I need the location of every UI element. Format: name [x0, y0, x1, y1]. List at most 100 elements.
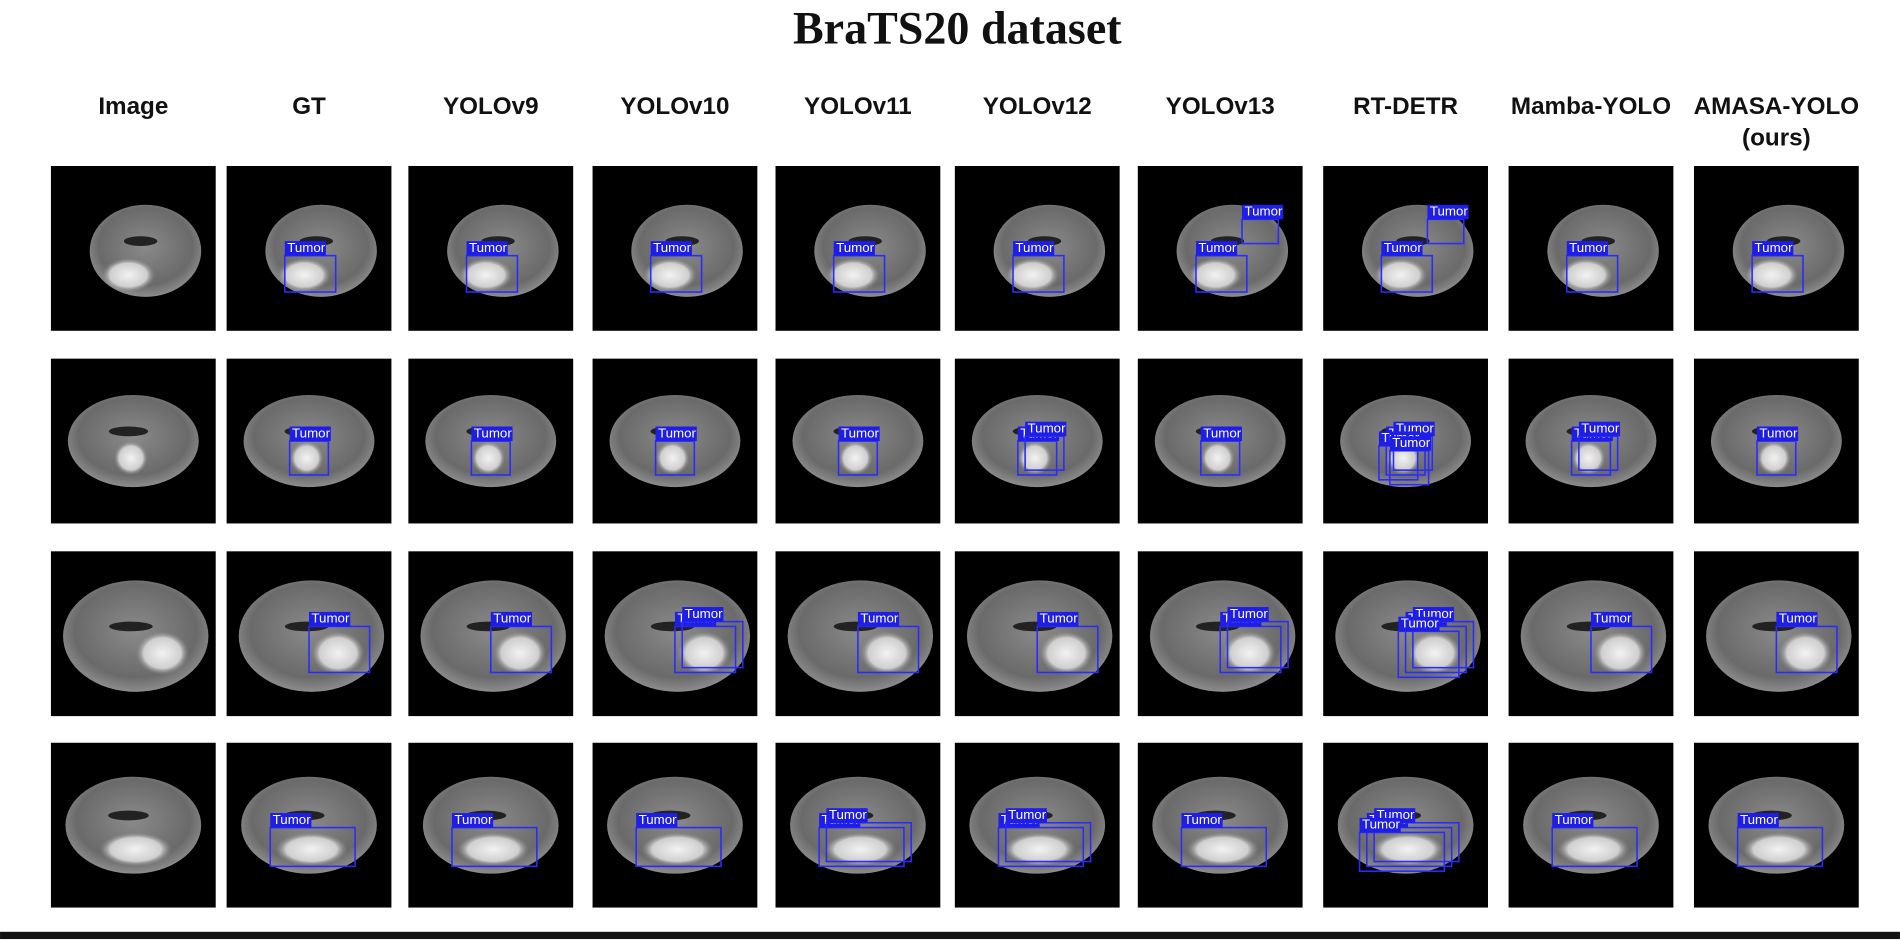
image-cell: Tumor [1693, 358, 1859, 524]
tumor-region [113, 441, 148, 475]
image-cell: Tumor [1137, 742, 1303, 908]
brain [1149, 580, 1296, 692]
image-cell [50, 166, 216, 331]
image-cell: Tumor [1508, 742, 1674, 908]
tumor-region [471, 441, 506, 475]
detection-tag [826, 808, 868, 823]
detection-tag [1427, 204, 1469, 220]
tumor-region [1039, 631, 1093, 675]
tumor-region [1778, 631, 1833, 675]
tumor-region [1408, 631, 1462, 675]
image-cell: Tumor [954, 551, 1120, 717]
detection-label: Tumor [1015, 240, 1054, 255]
detection-box [269, 826, 356, 868]
detection-tag [1227, 607, 1269, 622]
ventricle [108, 810, 149, 821]
image-cell [50, 742, 216, 908]
tumor-region [838, 441, 873, 475]
detection-box [635, 826, 722, 868]
detection-label: Tumor [287, 240, 326, 255]
detection-label: Tumor [841, 425, 880, 440]
column-header: RT-DETR [1353, 93, 1458, 120]
tumor-region [826, 258, 880, 293]
image-cell: Tumor [1693, 166, 1859, 331]
detection-tag [655, 426, 697, 442]
image-cell: Tumor [592, 166, 758, 331]
tumor-region [311, 631, 365, 675]
tumor-region [1742, 832, 1816, 867]
image-cell: Tumor [1508, 551, 1674, 717]
detection-label: Tumor [292, 425, 331, 440]
tumor-region [1186, 832, 1259, 867]
column-header: YOLOv10 [620, 93, 729, 120]
tumor-region [101, 258, 156, 293]
detection-tag [451, 813, 494, 828]
image-cell: Tumor [226, 551, 392, 717]
detection-tag [1389, 436, 1432, 451]
detection-box [818, 826, 905, 868]
image-cell: Tumor [226, 358, 392, 524]
detection-tag [1195, 241, 1238, 256]
tumor-region [1005, 258, 1060, 293]
tumor-region [1559, 258, 1613, 293]
column-header: YOLOv12 [983, 93, 1092, 120]
image-cell: Tumor [1137, 358, 1303, 524]
image-cell: Tumor [408, 742, 574, 908]
tumor-region [1374, 258, 1428, 293]
tumor-region [1371, 832, 1445, 867]
detection-tag [1181, 813, 1223, 828]
detection-label: Tumor [1230, 606, 1269, 621]
detection-tag [1381, 241, 1423, 256]
detection-label: Tumor [1008, 807, 1047, 822]
detection-box [1366, 826, 1453, 868]
image-cell: Tumor [408, 166, 574, 331]
detection-tag [289, 426, 331, 442]
figure-title: BraTS20 dataset [793, 3, 1122, 54]
detection-tag [1578, 421, 1621, 437]
bottom-rule [0, 931, 1900, 940]
ventricle [123, 236, 158, 246]
tumor-region [1571, 441, 1606, 475]
detection-box [1736, 826, 1824, 868]
image-cell: Tumor [226, 742, 392, 908]
detection-label: Tumor [1581, 420, 1620, 435]
tumor-region [641, 832, 714, 867]
tumor-region [1557, 832, 1630, 867]
detection-label: Tumor [1740, 812, 1779, 827]
detection-tag [682, 607, 724, 622]
column-header: (ours) [1742, 124, 1811, 151]
brain [420, 580, 566, 692]
tumor-region [277, 258, 331, 293]
column-header: YOLOv13 [1166, 93, 1275, 120]
tumor-region [289, 441, 324, 475]
brain [787, 580, 934, 692]
detection-box [825, 821, 913, 863]
detection-label: Tumor [1401, 616, 1440, 631]
tumor-region [1017, 441, 1052, 475]
column-header: Mamba-YOLO [1511, 93, 1671, 120]
detection-label: Tumor [1430, 204, 1469, 219]
column-header: YOLOv11 [804, 93, 912, 120]
image-cell [50, 551, 216, 717]
tumor-region [1003, 832, 1077, 867]
image-cell: Tumor [226, 166, 392, 331]
detection-label: Tumor [273, 812, 312, 827]
brain [67, 395, 199, 488]
tumor-region [823, 832, 897, 867]
detection-tag [1737, 813, 1779, 828]
detection-label: Tumor [474, 425, 513, 440]
detection-box [1358, 831, 1446, 872]
tumor-region [1593, 631, 1647, 675]
detection-label: Tumor [1555, 812, 1594, 827]
tumor-region [459, 258, 513, 293]
tumor-region [456, 832, 530, 867]
